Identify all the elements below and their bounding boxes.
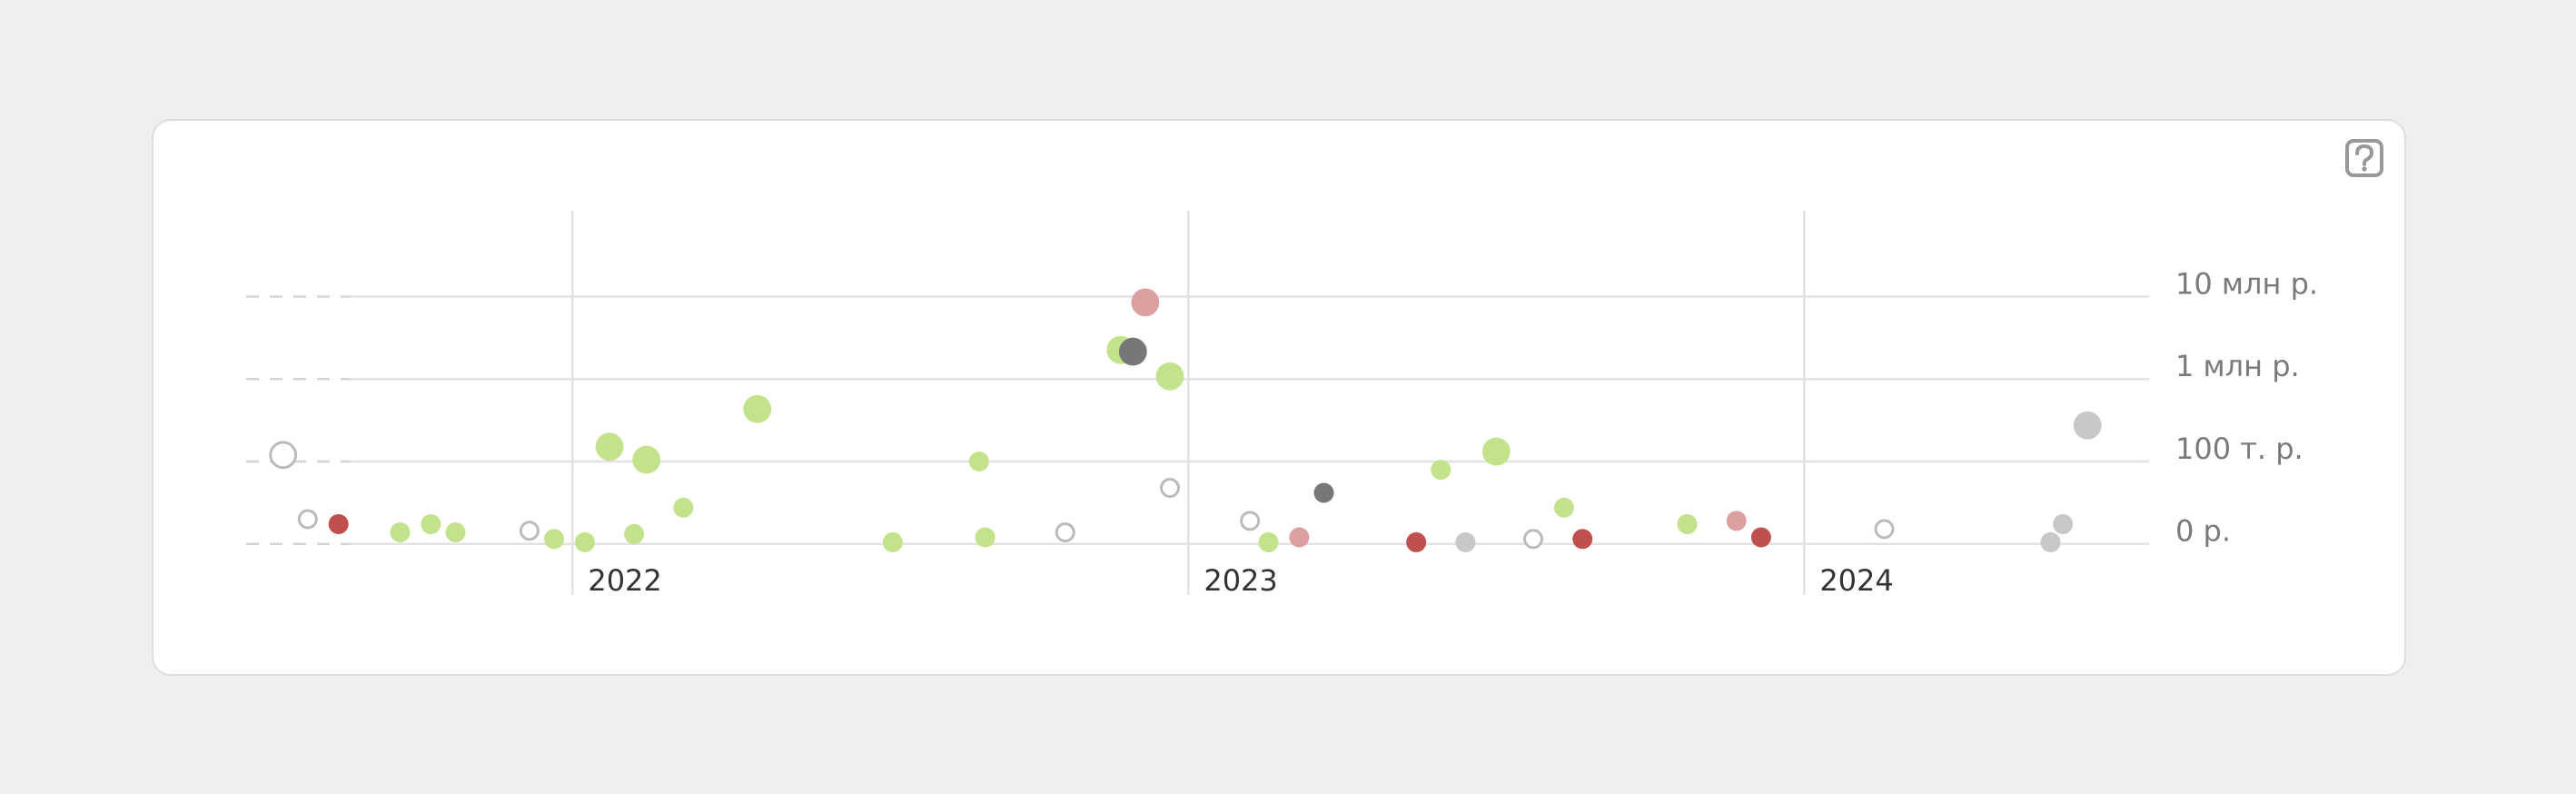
point (1289, 527, 1310, 548)
point (390, 522, 411, 543)
point (1677, 513, 1698, 534)
point (1553, 497, 1574, 518)
point (673, 497, 694, 518)
x-tick-label: 2024 (1819, 563, 1893, 598)
point (1431, 460, 1451, 481)
point (975, 527, 996, 548)
point (1455, 531, 1476, 552)
point (328, 513, 349, 534)
point (1313, 482, 1334, 503)
point (421, 513, 441, 534)
point (2073, 411, 2102, 440)
point (574, 531, 595, 552)
point (519, 521, 540, 541)
point (1159, 478, 1180, 499)
point (269, 441, 298, 470)
point (595, 432, 624, 462)
point (1055, 522, 1075, 543)
point (297, 509, 318, 530)
point (1118, 337, 1147, 366)
point (1481, 437, 1511, 466)
point (632, 445, 661, 474)
card (152, 119, 2406, 676)
point (882, 531, 903, 552)
x-tick-label: 2022 (588, 563, 661, 598)
point (1523, 529, 1544, 550)
point (1874, 519, 1895, 540)
point (1258, 531, 1279, 552)
point (1155, 362, 1184, 391)
x-tick-label: 2023 (1204, 563, 1277, 598)
point (1131, 288, 1160, 317)
point (1406, 531, 1427, 552)
point (1750, 527, 1771, 548)
y-tick-label: 100 т. р. (2175, 432, 2304, 466)
point (445, 522, 466, 543)
point (1726, 511, 1747, 531)
point (2040, 531, 2061, 552)
point (1240, 511, 1261, 531)
point (543, 529, 564, 550)
plot: 0 р. 100 т. р. 1 млн р. 10 млн р. 2022 2023 20… (246, 211, 2318, 598)
help-icon[interactable] (2345, 139, 2383, 177)
point (624, 523, 645, 544)
point (968, 451, 989, 471)
y-tick-label: 10 млн р. (2175, 267, 2318, 302)
y-tick-label: 1 млн р. (2175, 349, 2300, 383)
point (2053, 513, 2074, 534)
point (1572, 529, 1593, 550)
y-tick-label: 0 р. (2175, 514, 2231, 549)
point (743, 394, 772, 423)
